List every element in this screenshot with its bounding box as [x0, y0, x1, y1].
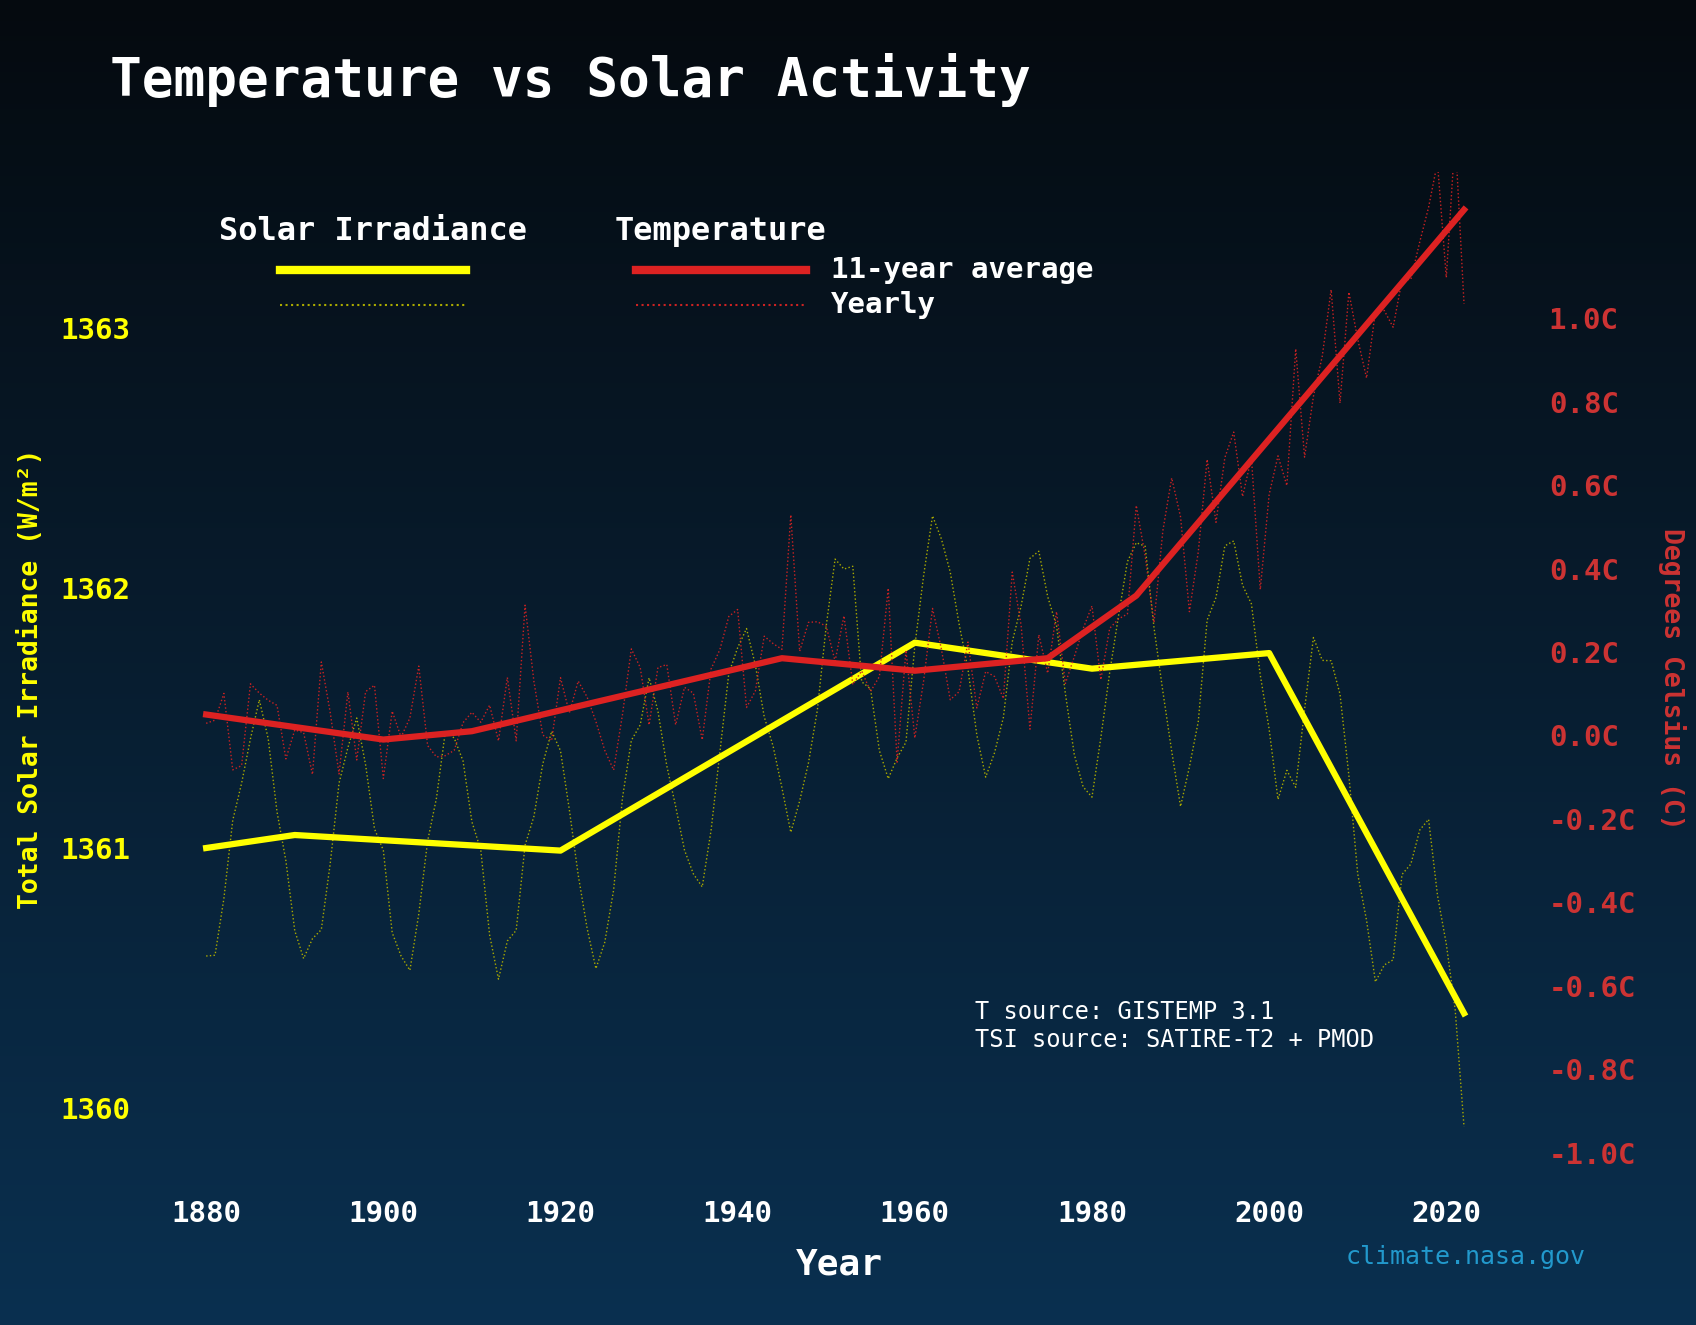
X-axis label: Year: Year — [795, 1247, 884, 1281]
Text: T source: GISTEMP 3.1
TSI source: SATIRE-T2 + PMOD: T source: GISTEMP 3.1 TSI source: SATIRE… — [975, 1000, 1374, 1052]
Text: climate.nasa.gov: climate.nasa.gov — [1345, 1246, 1586, 1269]
Y-axis label: Degrees Celsius (C): Degrees Celsius (C) — [1659, 529, 1686, 829]
Text: Yearly: Yearly — [831, 290, 936, 319]
Text: Temperature vs Solar Activity: Temperature vs Solar Activity — [110, 53, 1031, 107]
Text: Temperature: Temperature — [616, 216, 826, 248]
Y-axis label: Total Solar Irradiance (W/m²): Total Solar Irradiance (W/m²) — [17, 449, 44, 909]
Text: Solar Irradiance: Solar Irradiance — [219, 216, 527, 248]
Text: 11-year average: 11-year average — [831, 256, 1094, 285]
